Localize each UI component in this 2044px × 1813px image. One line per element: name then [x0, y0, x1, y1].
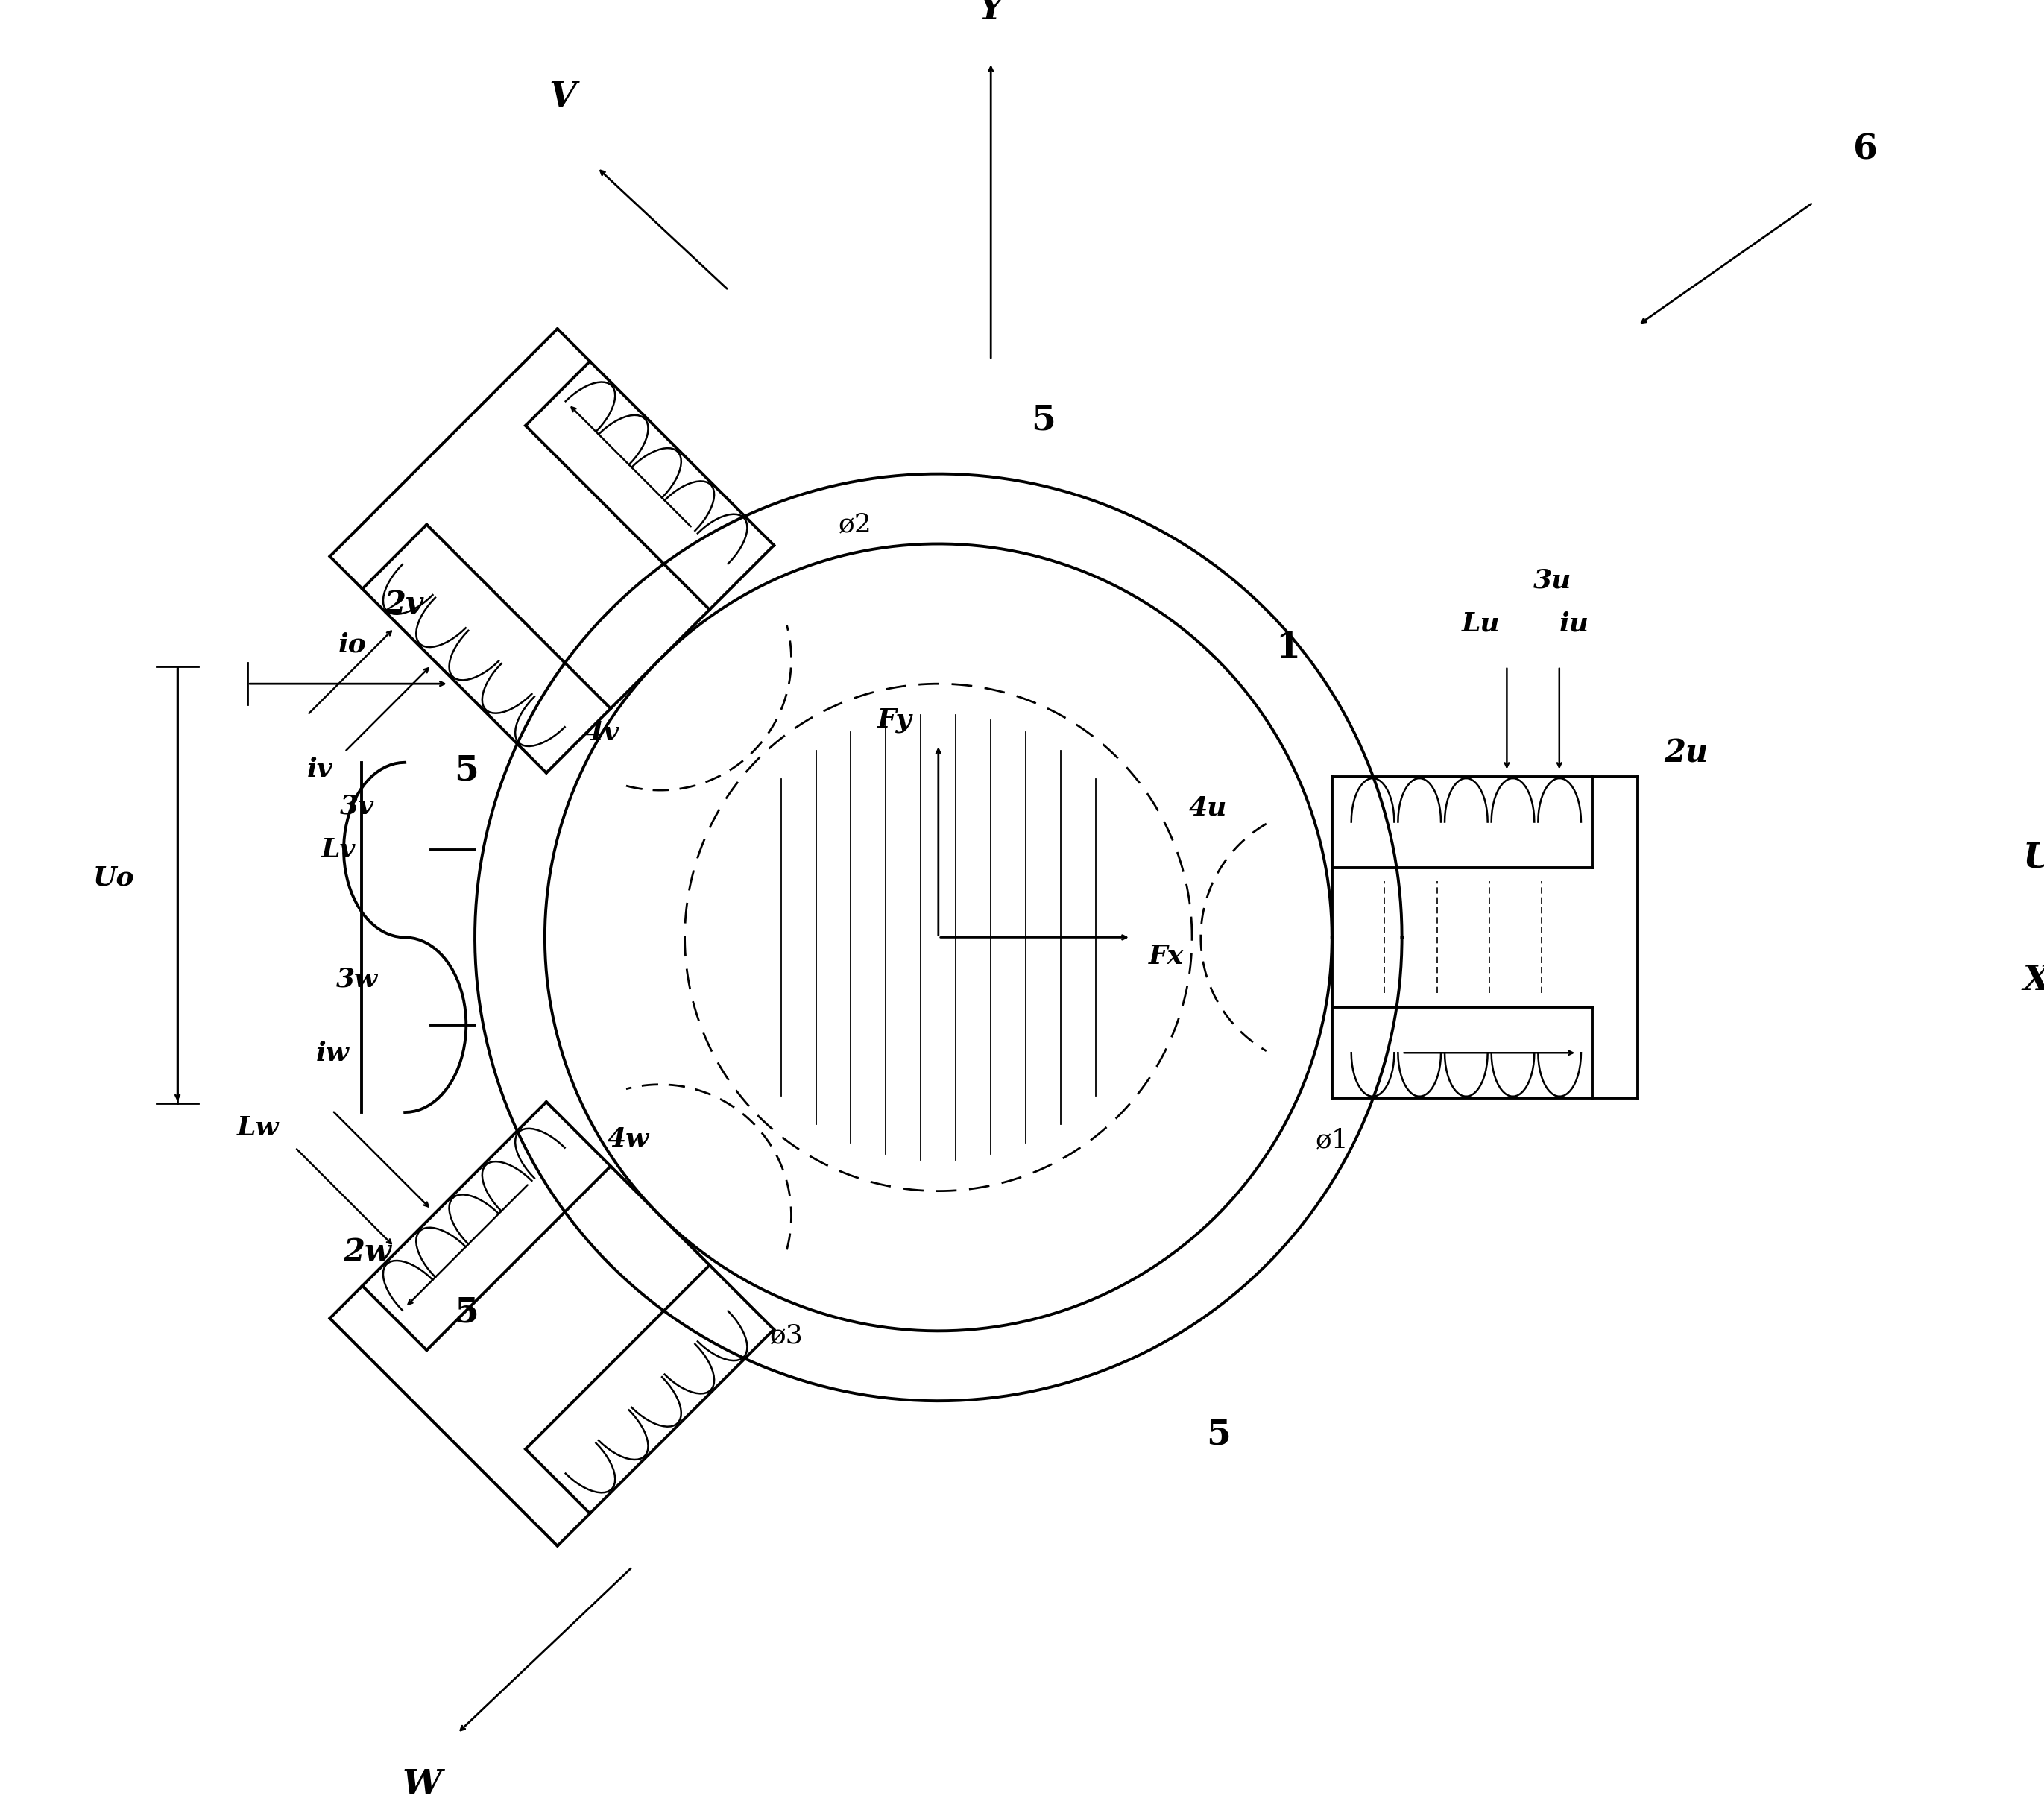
Text: 3v: 3v: [339, 794, 374, 819]
Text: ø1: ø1: [1314, 1128, 1349, 1153]
Text: iw: iw: [315, 1041, 350, 1066]
Text: 5: 5: [454, 752, 478, 787]
Text: Y: Y: [979, 0, 1004, 27]
Text: 3w: 3w: [335, 966, 378, 992]
Text: Lw: Lw: [237, 1115, 280, 1140]
Text: iu: iu: [1560, 611, 1588, 636]
Text: Lu: Lu: [1461, 611, 1500, 636]
Text: 1: 1: [1275, 631, 1300, 665]
Text: io: io: [339, 633, 366, 658]
Text: 6: 6: [1854, 132, 1878, 167]
Text: 2w: 2w: [343, 1236, 390, 1269]
Text: 5: 5: [1030, 402, 1055, 437]
Text: Lv: Lv: [321, 838, 356, 863]
Text: Fy: Fy: [877, 707, 912, 732]
Text: 4v: 4v: [585, 720, 619, 745]
Text: U: U: [2024, 841, 2044, 876]
Text: Uo: Uo: [92, 865, 133, 890]
Text: 5: 5: [454, 1294, 478, 1329]
Text: 2u: 2u: [1664, 738, 1709, 769]
Text: ø3: ø3: [771, 1323, 803, 1349]
Text: iv: iv: [307, 756, 333, 781]
Text: 3u: 3u: [1533, 567, 1572, 593]
Text: X: X: [2024, 963, 2044, 997]
Text: V: V: [548, 80, 576, 114]
Text: ø2: ø2: [838, 511, 871, 537]
Text: 4u: 4u: [1190, 794, 1226, 819]
Text: 5: 5: [1206, 1418, 1230, 1452]
Text: W: W: [403, 1768, 442, 1802]
Text: Fx: Fx: [1149, 943, 1183, 968]
Text: 4w: 4w: [607, 1126, 648, 1151]
Text: 2v: 2v: [384, 589, 423, 620]
